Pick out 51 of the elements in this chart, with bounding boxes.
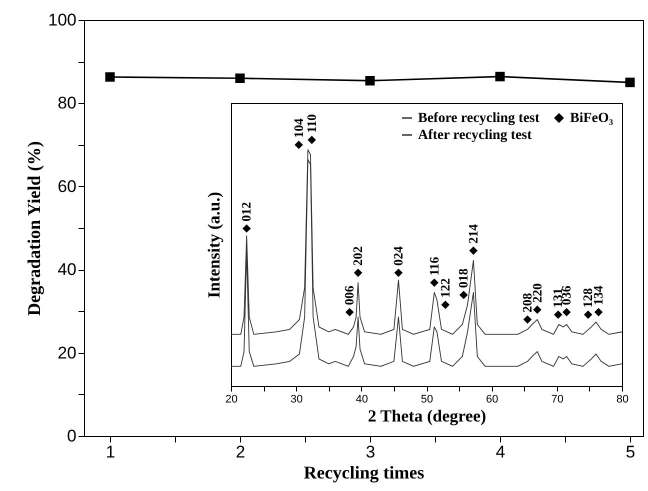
x-tick-label: 5 — [626, 442, 636, 462]
x-tick-label: 30 — [290, 394, 303, 406]
legend-label: BiFeO₃ — [570, 111, 614, 126]
y-tick-label: 20 — [58, 343, 76, 362]
x-tick-label: 1 — [106, 442, 116, 462]
annotation: 104 — [290, 118, 306, 138]
point — [523, 315, 532, 324]
point — [562, 308, 571, 316]
point — [533, 306, 542, 314]
x-tick-label: 60 — [486, 394, 498, 406]
point — [345, 308, 354, 316]
x-tick-label: 40 — [356, 394, 368, 406]
x-axis-title: 2 Theta (degree) — [368, 406, 486, 426]
x-tick-label: 80 — [616, 394, 629, 406]
annotation: 122 — [437, 278, 452, 298]
annotation: 110 — [304, 114, 319, 133]
point — [430, 278, 439, 287]
annotation: 012 — [238, 202, 254, 222]
x-tick-label: 2 — [236, 442, 246, 462]
x-tick-label: 70 — [551, 394, 564, 406]
x-tick-label: 50 — [420, 394, 434, 406]
y-axis-title: Intensity (a.u.) — [204, 192, 224, 298]
legend-label: Before recycling test — [418, 111, 540, 126]
point — [441, 300, 450, 309]
x-tick-label: 20 — [225, 394, 238, 406]
point — [459, 290, 468, 300]
y-tick-label: 40 — [58, 260, 76, 280]
y-tick-label: 100 — [48, 10, 76, 30]
x-tick-label: 4 — [496, 442, 506, 462]
annotation: 202 — [350, 246, 366, 266]
y-axis-title: Degradation Yield (%) — [24, 141, 44, 316]
annotation: 018 — [456, 268, 471, 288]
point — [394, 268, 403, 277]
annotation: 116 — [426, 256, 442, 276]
x-axis-title: Recycling times — [304, 462, 424, 482]
annotation: 006 — [342, 285, 357, 306]
y-tick-label: 80 — [58, 94, 76, 113]
point — [242, 224, 251, 233]
point — [469, 246, 478, 255]
point — [354, 268, 362, 277]
point — [584, 310, 592, 319]
y-tick-label: 0 — [67, 426, 76, 446]
x-tick-label: 3 — [366, 442, 376, 462]
y-tick-label: 60 — [58, 176, 76, 196]
point — [594, 308, 603, 316]
point — [308, 136, 316, 144]
legend-label: After recycling test — [418, 128, 532, 143]
annotation: 214 — [465, 224, 480, 244]
point — [294, 140, 303, 150]
annotation: 024 — [390, 246, 406, 266]
point — [554, 310, 562, 319]
